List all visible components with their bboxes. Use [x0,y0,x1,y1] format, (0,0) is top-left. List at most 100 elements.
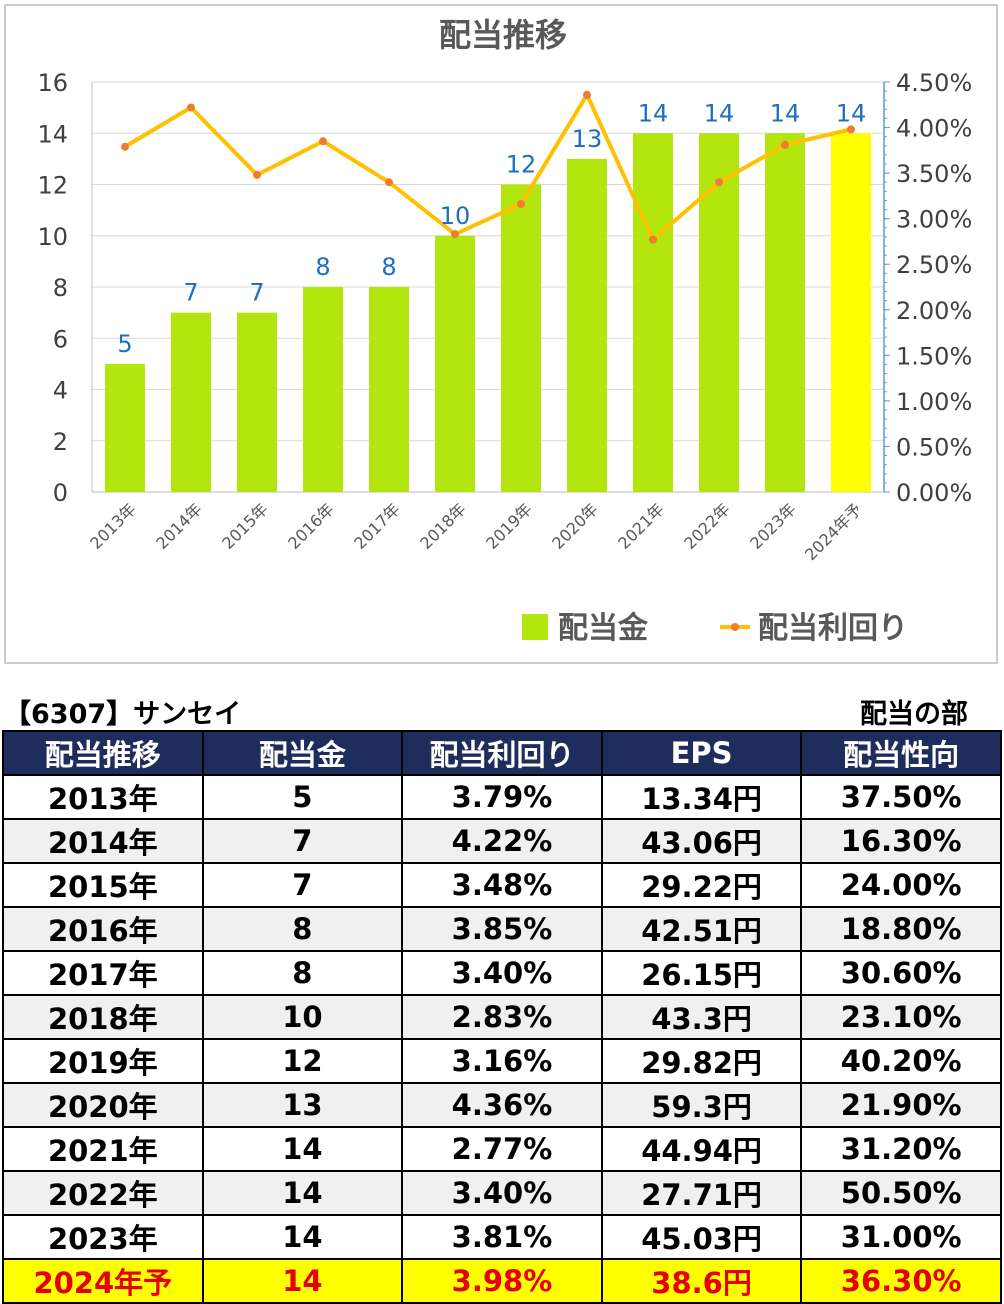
table-cell: 50.50% [800,1170,1002,1216]
table-cell: 29.82円 [600,1038,803,1084]
table-cell: 14 [201,1258,404,1304]
table-cell: 2018年 [2,994,204,1040]
table-cell: 3.16% [401,1038,603,1084]
y-tick-label: 4 [53,377,68,405]
table-cell: 27.71円 [600,1170,803,1216]
x-tick-label: 2020年 [548,499,602,553]
header-payout: 配当性向 [800,730,1002,776]
legend-marker-yield [731,623,739,631]
table-cell: 42.51円 [600,906,803,952]
bar-data-label: 8 [381,253,396,281]
table-row: 2015年 7 3.48% 29.22円 24.00% [2,862,1002,908]
yield-point [649,235,657,244]
table-cell: 31.20% [800,1126,1002,1172]
bar-2023年 [765,133,805,492]
table-cell: 10 [201,994,404,1040]
bar-2013年 [105,363,145,492]
table-cell: 16.30% [800,818,1002,864]
x-tick-label: 2016年 [284,499,338,553]
table-row: 2022年 14 3.40% 27.71円 50.50% [2,1170,1002,1216]
table-cell: 44.94円 [600,1126,803,1172]
table-cell: 2019年 [2,1038,204,1084]
table-cell: 21.90% [800,1082,1002,1128]
y-tick-label: 16 [37,69,68,97]
yield-point [451,230,459,239]
table-cell: 13.34円 [600,774,803,820]
table-cell: 45.03円 [600,1214,803,1260]
legend-label-yield: 配当利回り [758,611,908,646]
yield-point [319,137,327,146]
y2-tick-label: 1.50% [896,342,972,370]
table-row: 2019年 12 3.16% 29.82円 40.20% [2,1038,1002,1084]
header-yield: 配当利回り [401,730,603,776]
table-cell: 3.48% [401,862,603,908]
table-cell: 8 [201,906,404,952]
section-title: 配当の部 [860,699,968,730]
header-eps: EPS [600,730,803,776]
table-cell: 3.81% [401,1214,603,1260]
table-cell: 29.22円 [600,862,803,908]
bar-2014年 [171,312,211,492]
table-row: 2021年 14 2.77% 44.94円 31.20% [2,1126,1002,1172]
header-year: 配当推移 [2,730,204,776]
table-cell: 7 [201,862,404,908]
bar-2015年 [237,312,277,492]
table-cell: 23.10% [800,994,1002,1040]
legend-swatch-dividend [522,614,548,640]
bar-data-label: 5 [117,330,132,358]
table-cell: 40.20% [800,1038,1002,1084]
table-row: 2017年 8 3.40% 26.15円 30.60% [2,950,1002,996]
yield-point [385,178,393,187]
company-name: 【6307】サンセイ [4,699,242,730]
bar-data-label: 12 [506,151,537,179]
table-cell: 3.98% [401,1258,603,1304]
bar-2018年 [435,235,475,492]
table-cell: 2020年 [2,1082,204,1128]
bar-data-label: 14 [638,99,669,127]
y-tick-label: 12 [37,172,68,200]
y-tick-label: 2 [53,428,68,456]
table-cell: 2015年 [2,862,204,908]
yield-point [715,178,723,187]
x-tick-label: 2014年 [152,499,206,553]
chart-title: 配当推移 [439,16,567,54]
table-cell: 2021年 [2,1126,204,1172]
table-cell: 12 [201,1038,404,1084]
table-cell: 13 [201,1082,404,1128]
y2-tick-label: 0.50% [896,433,972,461]
y-tick-label: 8 [53,274,68,302]
y2-tick-label: 4.00% [896,115,972,143]
table-cell: 3.85% [401,906,603,952]
x-tick-label: 2024年予 [801,499,866,564]
yield-point [517,200,525,209]
y-tick-label: 10 [37,223,68,251]
table-cell: 2022年 [2,1170,204,1216]
bar-data-label: 10 [440,202,471,230]
x-tick-label: 2022年 [680,499,734,553]
yield-point [781,140,789,149]
table-cell: 24.00% [800,862,1002,908]
table-cell: 3.79% [401,774,603,820]
bar-data-label: 8 [315,253,330,281]
bar-2021年 [633,133,673,492]
y2-tick-label: 2.00% [896,297,972,325]
table-cell: 3.40% [401,950,603,996]
table-body: 2013年 5 3.79% 13.34円 37.50% 2014年 7 4.22% 43.06円… [2,774,1002,1304]
table-cell: 59.3円 [600,1082,803,1128]
y-tick-label: 6 [53,325,68,353]
table-cell: 38.6円 [600,1258,803,1304]
table-cell: 2013年 [2,774,204,820]
table-cell: 3.40% [401,1170,603,1216]
bar-2024年予 [831,133,871,492]
bar-2019年 [501,184,541,492]
table-cell: 2.77% [401,1126,603,1172]
table-cell: 2014年 [2,818,204,864]
yield-point [583,90,591,99]
x-tick-label: 2017年 [350,499,404,553]
table-cell: 43.06円 [600,818,803,864]
bar-data-label: 13 [572,125,603,153]
bar-data-label: 14 [836,99,867,127]
x-tick-label: 2013年 [86,499,140,553]
table-row: 2014年 7 4.22% 43.06円 16.30% [2,818,1002,864]
table-cell: 4.36% [401,1082,603,1128]
